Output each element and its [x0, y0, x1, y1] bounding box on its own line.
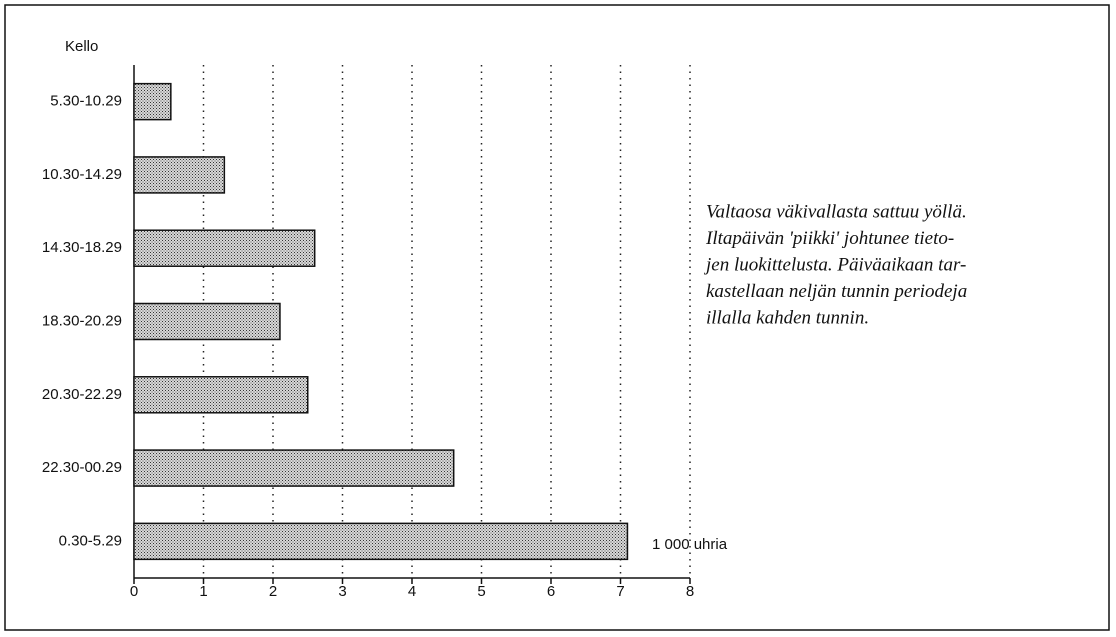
bar	[133, 302, 281, 341]
y-tick-label: 20.30-22.29	[42, 386, 122, 403]
y-tick-label: 10.30-14.29	[42, 166, 122, 183]
annotation-line: kastellaan neljän tunnin periodeja	[706, 281, 967, 302]
y-tick-label: 5.30-10.29	[50, 93, 122, 110]
annotation-line: Valtaosa väkivallasta sattuu yöllä.	[706, 201, 967, 222]
x-tick-label: 5	[477, 583, 485, 600]
x-tick-label: 4	[408, 583, 416, 600]
frame	[4, 4, 1110, 631]
bar	[133, 522, 629, 561]
x-tick-label: 6	[547, 583, 555, 600]
bar	[133, 229, 316, 267]
bar	[133, 449, 455, 487]
x-tick-label: 3	[338, 583, 346, 600]
y-tick-label: 22.30-00.29	[42, 459, 122, 476]
unit-label: 1 000 uhria	[652, 536, 728, 553]
annotation-line: illalla kahden tunnin.	[706, 307, 869, 328]
y-tick-label: 18.30-20.29	[42, 312, 122, 329]
annotation-line: jen luokittelusta. Päiväaikaan tar-	[703, 254, 966, 275]
x-tick-label: 2	[269, 583, 277, 600]
y-tick-label: 14.30-18.29	[42, 239, 122, 256]
x-tick-label: 7	[616, 583, 624, 600]
y-tick-label: 0.30-5.29	[59, 532, 122, 549]
x-tick-label: 0	[130, 583, 138, 600]
bar	[133, 376, 309, 414]
bar	[133, 82, 172, 121]
annotation-line: Iltapäivän 'piikki' johtunee tieto-	[705, 228, 954, 249]
x-tick-label: 1	[199, 583, 207, 600]
y-axis-label: Kello	[65, 38, 98, 55]
x-tick-label: 8	[686, 583, 694, 600]
bar	[133, 156, 226, 194]
